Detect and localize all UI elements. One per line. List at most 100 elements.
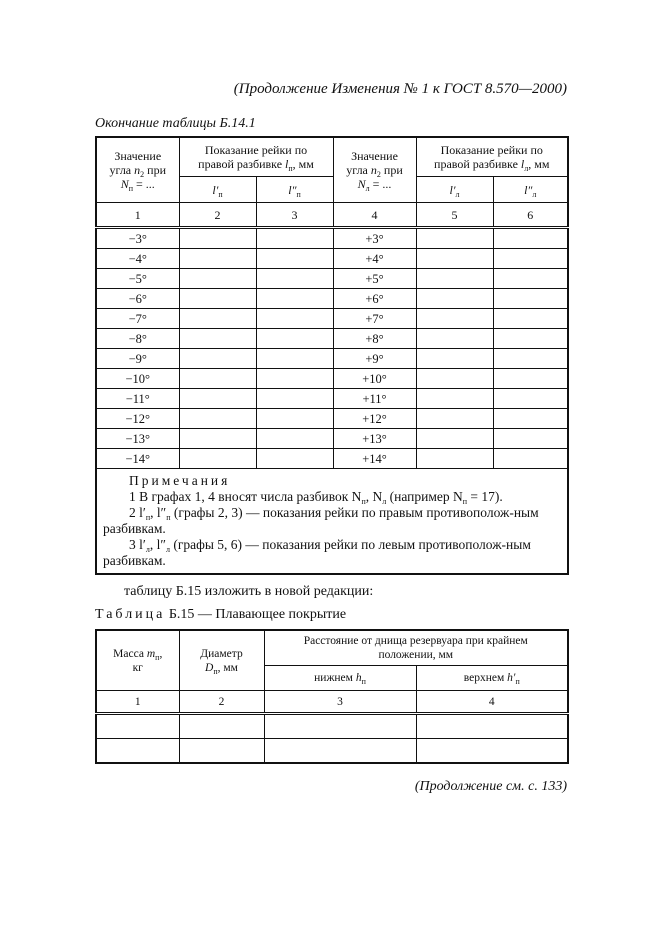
angle-right: −5°	[95, 268, 180, 289]
table-b14-1: Значение угла n2 при Nп = ... Показание ре…	[95, 136, 569, 575]
empty-cell	[178, 248, 257, 269]
empty-cell	[95, 713, 180, 739]
angle-right: −13°	[95, 428, 180, 449]
table-row: −4° +4°	[95, 248, 569, 269]
angle-left: +4°	[332, 248, 417, 269]
column-number: 2	[178, 202, 257, 229]
table-row: −13° +13°	[95, 428, 569, 449]
continuation-header: (Продолжение Изменения № 1 к ГОСТ 8.570—…	[233, 81, 567, 97]
instruction-text: таблицу Б.15 изложить в новой редакции:	[124, 584, 374, 599]
table2-caption: Таблица Б.15 — Плавающее покрытие	[95, 607, 347, 622]
table1-caption: Окончание таблицы Б.14.1	[95, 116, 256, 131]
empty-cell	[95, 738, 180, 764]
angle-right: −6°	[95, 288, 180, 309]
angle-left: +11°	[332, 388, 417, 409]
empty-cell	[178, 288, 257, 309]
empty-cell	[492, 308, 569, 329]
header-mass: Масса mп, кг	[95, 629, 180, 691]
column-number: 4	[332, 202, 417, 229]
empty-cell	[255, 227, 334, 249]
angle-right: −4°	[95, 248, 180, 269]
empty-cell	[492, 408, 569, 429]
empty-cell	[415, 428, 494, 449]
empty-cell	[178, 388, 257, 409]
empty-cell	[178, 738, 265, 764]
subheader: l″л	[492, 176, 569, 203]
footer-continuation: (Продолжение см. с. 133)	[414, 779, 567, 794]
subheader: l″п	[255, 176, 334, 203]
empty-cell	[255, 388, 334, 409]
table-row: −7° +7°	[95, 308, 569, 329]
column-number: 5	[415, 202, 494, 229]
header-left-readings: Показание рейки по правой разбивке lл, мм	[415, 136, 569, 177]
header-upper: верхнем h′п	[415, 665, 569, 691]
empty-cell	[178, 408, 257, 429]
empty-cell	[492, 388, 569, 409]
empty-cell	[415, 227, 494, 249]
table-row: −14° +14°	[95, 448, 569, 469]
empty-cell	[492, 288, 569, 309]
empty-cell	[415, 308, 494, 329]
angle-left: +5°	[332, 268, 417, 289]
table-row: −10° +10°	[95, 368, 569, 389]
angle-left: +6°	[332, 288, 417, 309]
column-number: 4	[415, 690, 569, 715]
table-row: −3° +3°	[95, 227, 569, 249]
empty-cell	[492, 248, 569, 269]
empty-cell	[263, 738, 417, 764]
note-3: 3 l′л, l″л (графы 5, 6) — показания рейк…	[103, 537, 531, 568]
angle-right: −11°	[95, 388, 180, 409]
angle-right: −7°	[95, 308, 180, 329]
table-row: −8° +8°	[95, 328, 569, 349]
angle-right: −12°	[95, 408, 180, 429]
empty-cell	[415, 738, 569, 764]
empty-cell	[415, 408, 494, 429]
empty-cell	[255, 328, 334, 349]
empty-cell	[415, 388, 494, 409]
table-row: −5° +5°	[95, 268, 569, 289]
column-number: 6	[492, 202, 569, 229]
empty-cell	[492, 428, 569, 449]
empty-cell	[415, 248, 494, 269]
angle-left: +3°	[332, 227, 417, 249]
empty-cell	[255, 308, 334, 329]
angle-left: +13°	[332, 428, 417, 449]
note-2: 2 l′п, l″п (графы 2, 3) — показания рейк…	[103, 505, 539, 536]
empty-cell	[255, 408, 334, 429]
column-number: 3	[255, 202, 334, 229]
empty-cell	[492, 448, 569, 469]
angle-left: +12°	[332, 408, 417, 429]
empty-cell	[415, 328, 494, 349]
table-notes: Примечания 1 В графах 1, 4 вносят числа …	[95, 468, 569, 575]
empty-cell	[178, 368, 257, 389]
empty-cell	[255, 368, 334, 389]
empty-cell	[255, 428, 334, 449]
empty-cell	[415, 713, 569, 739]
notes-title: Примечания	[129, 473, 231, 488]
angle-left: +8°	[332, 328, 417, 349]
table-row: −9° +9°	[95, 348, 569, 369]
table-row: −11° +11°	[95, 388, 569, 409]
table-b15: Масса mп, кг Диаметр Dп, мм Расстояние от …	[95, 629, 570, 764]
angle-right: −9°	[95, 348, 180, 369]
column-number: 3	[263, 690, 417, 715]
empty-cell	[415, 368, 494, 389]
column-number: 1	[95, 690, 180, 715]
note-1: 1 В графах 1, 4 вносят числа разбивок Nп…	[129, 489, 503, 506]
header-diameter: Диаметр Dп, мм	[178, 629, 265, 691]
empty-cell	[492, 368, 569, 389]
empty-cell	[178, 328, 257, 349]
empty-cell	[178, 227, 257, 249]
angle-right: −10°	[95, 368, 180, 389]
table-row	[95, 713, 569, 739]
empty-cell	[492, 348, 569, 369]
table-row	[95, 738, 569, 764]
angle-right: −14°	[95, 448, 180, 469]
empty-cell	[255, 268, 334, 289]
table-row: −12° +12°	[95, 408, 569, 429]
empty-cell	[492, 227, 569, 249]
empty-cell	[263, 713, 417, 739]
column-number: 1	[95, 202, 180, 229]
subheader: l′п	[178, 176, 257, 203]
